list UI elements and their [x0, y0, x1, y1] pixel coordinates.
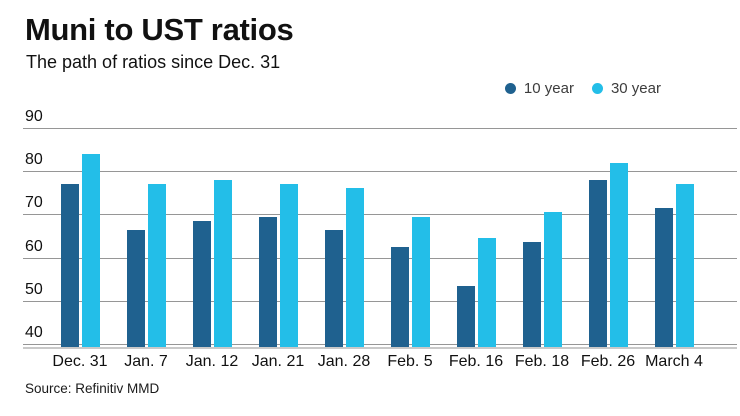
legend: 10 year 30 year	[504, 80, 661, 97]
bar-group-jan-12	[179, 128, 245, 347]
x-tick-label-jan-28: Jan. 28	[317, 353, 371, 370]
bar-10-year	[126, 229, 145, 347]
x-tick-label-jan-12: Jan. 12	[185, 353, 239, 370]
chart-plot-area: 90 80 70 60 50 40 Dec. 31 Jan. 7 Jan. 12 Jan. 21…	[23, 109, 737, 390]
bar-group-jan-21	[245, 128, 311, 347]
y-tick-label-90: 90	[25, 108, 43, 125]
chart-subtitle: The path of ratios since Dec. 31	[26, 52, 281, 72]
x-tick-label-jan-7: Jan. 7	[124, 353, 168, 370]
legend-label: 10 year	[523, 80, 574, 97]
x-axis-line	[23, 347, 737, 349]
bar-30-year	[411, 216, 430, 347]
x-tick-label-feb-16: Feb. 16	[448, 353, 504, 370]
y-tick-label-40: 40	[25, 324, 43, 341]
bar-group-march-4	[641, 128, 707, 347]
x-tick-label-march-4: March 4	[645, 353, 703, 370]
bar-30-year	[477, 238, 496, 347]
bar-10-year	[588, 179, 607, 347]
y-tick-label-50: 50	[25, 280, 43, 298]
bar-30-year	[609, 162, 628, 347]
x-tick-label-dec-31: Dec. 31	[52, 353, 108, 370]
bar-30-year	[543, 212, 562, 347]
bar-30-year	[675, 184, 694, 347]
bar-10-year	[654, 207, 673, 347]
bar-10-year	[324, 229, 343, 347]
gridline-90	[23, 128, 737, 129]
gridline-70	[23, 214, 737, 216]
x-axis-labels: Dec. 31 Jan. 7 Jan. 12 Jan. 21 Jan. 28 Feb. 5…	[47, 353, 707, 371]
bar-group-feb-26	[575, 128, 641, 347]
bar-10-year	[390, 246, 409, 347]
bar-30-year	[81, 153, 100, 347]
bar-30-year	[279, 184, 298, 347]
bar-10-year	[60, 184, 79, 347]
bar-10-year	[192, 220, 211, 347]
source-attribution: Source: Refinitiv MMD	[25, 381, 160, 396]
gridline-60	[23, 257, 737, 259]
legend-item-30-year: 30 year	[591, 80, 661, 97]
bar-group-dec-31	[47, 128, 113, 347]
legend-dot-icon	[591, 83, 603, 94]
y-tick-label-60: 60	[25, 237, 43, 255]
x-tick-label-feb-26: Feb. 26	[580, 353, 636, 370]
bar-group-jan-7	[113, 128, 179, 347]
bar-30-year	[345, 188, 364, 347]
legend-dot-icon	[504, 83, 516, 94]
bar-30-year	[213, 179, 232, 347]
bars-layer	[47, 128, 707, 347]
x-tick-label-jan-21: Jan. 21	[251, 353, 305, 370]
bar-10-year	[456, 285, 475, 347]
gridline-40	[23, 344, 737, 345]
y-tick-label-70: 70	[25, 194, 43, 212]
legend-label: 30 year	[610, 80, 661, 97]
bar-10-year	[522, 242, 541, 347]
bar-30-year	[147, 184, 166, 347]
bar-10-year	[258, 216, 277, 347]
bar-group-jan-28	[311, 128, 377, 347]
chart-title: Muni to UST ratios	[25, 12, 294, 47]
x-tick-label-feb-18: Feb. 18	[514, 353, 570, 370]
bar-group-feb-5	[377, 128, 443, 347]
bar-group-feb-16	[443, 128, 509, 347]
legend-item-10-year: 10 year	[504, 80, 574, 97]
bar-group-feb-18	[509, 128, 575, 347]
gridline-80	[23, 171, 737, 173]
y-tick-label-80: 80	[25, 151, 43, 169]
x-tick-label-feb-5: Feb. 5	[387, 353, 433, 370]
gridline-50	[23, 300, 737, 302]
